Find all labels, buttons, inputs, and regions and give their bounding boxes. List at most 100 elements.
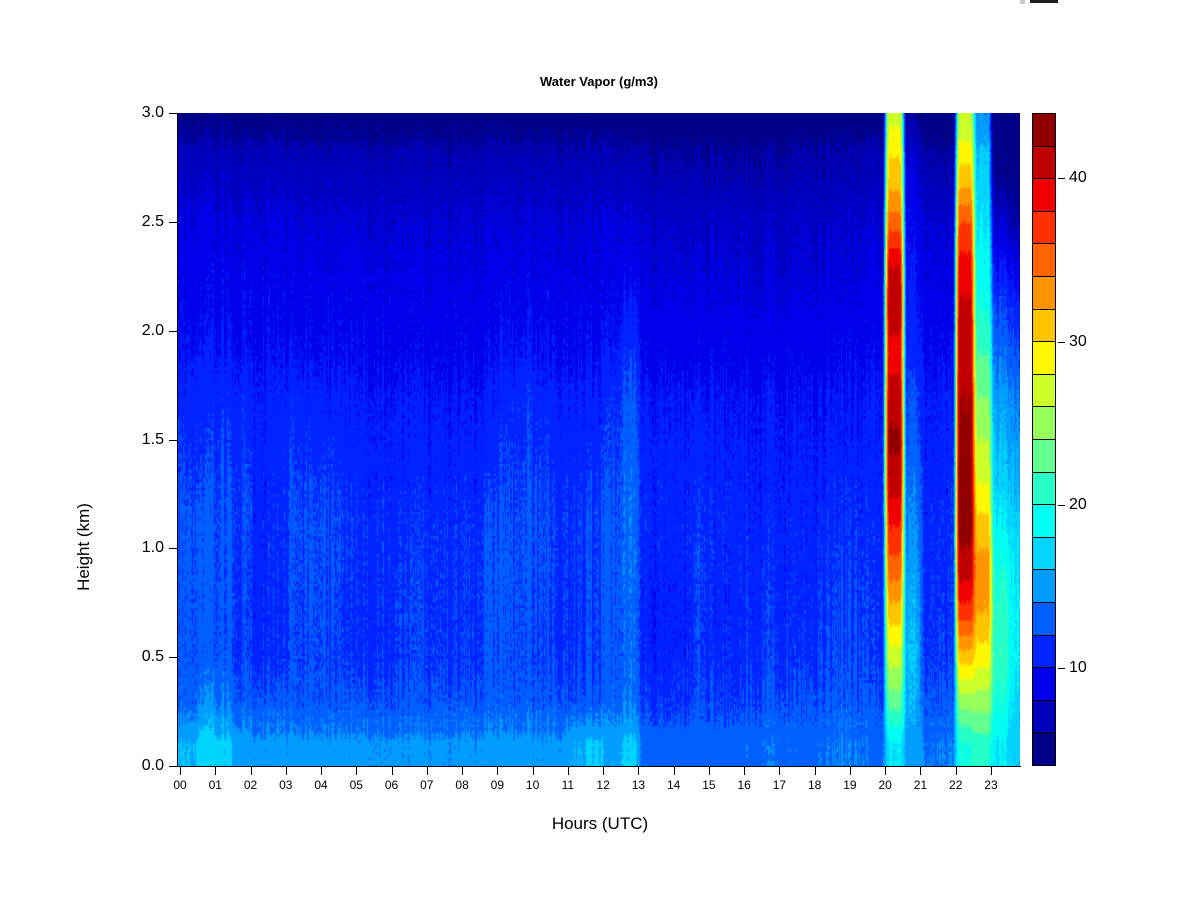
colorbar-tick-label: 40 xyxy=(1069,169,1087,187)
x-tick-label: 07 xyxy=(420,778,434,792)
x-tick-label: 20 xyxy=(878,778,892,792)
x-tick-label: 14 xyxy=(666,778,681,792)
colorbar-segment xyxy=(1033,308,1055,342)
x-tick-label: 13 xyxy=(631,778,646,792)
x-tick xyxy=(708,767,710,775)
x-tick xyxy=(180,767,181,775)
x-tick xyxy=(356,767,358,775)
x-tick xyxy=(744,767,746,775)
colorbar-tick-label: 30 xyxy=(1069,332,1087,350)
y-tick-label: 1.0 xyxy=(141,539,164,557)
colorbar-tick-label: 10 xyxy=(1069,659,1087,677)
y-tick xyxy=(169,439,177,441)
x-tick-label: 21 xyxy=(913,778,928,792)
colorbar-tick xyxy=(1058,341,1065,343)
x-tick-label: 06 xyxy=(384,778,399,792)
colorbar-tick-label: 20 xyxy=(1069,495,1087,513)
x-tick xyxy=(391,767,393,775)
colorbar-segment xyxy=(1033,667,1055,700)
x-tick xyxy=(497,767,499,775)
colorbar-segment xyxy=(1033,341,1055,374)
x-tick xyxy=(250,767,252,775)
y-tick xyxy=(169,657,177,659)
colorbar-segment xyxy=(1033,471,1055,505)
x-tick-label: 04 xyxy=(314,778,328,792)
colorbar-segment xyxy=(1033,243,1055,276)
x-axis-title: Hours (UTC) xyxy=(551,814,649,833)
x-tick xyxy=(849,767,851,775)
y-tick xyxy=(169,221,177,223)
y-tick-label: 0.5 xyxy=(141,648,164,666)
colorbar-tick xyxy=(1058,668,1065,670)
x-tick xyxy=(955,767,957,775)
colorbar-segment xyxy=(1033,601,1055,635)
x-tick-label: 15 xyxy=(702,778,716,792)
x-tick-label: 03 xyxy=(279,778,293,792)
x-tick-label: 19 xyxy=(843,778,857,792)
x-tick xyxy=(814,767,816,775)
colorbar-segment xyxy=(1033,732,1055,765)
window-edge-speckle xyxy=(1020,0,1025,4)
chart-title: Water Vapor (g/m3) xyxy=(540,74,658,89)
x-tick xyxy=(567,767,569,775)
x-tick xyxy=(462,767,464,775)
x-tick-label: 00 xyxy=(173,778,187,792)
x-tick-label: 09 xyxy=(490,778,505,792)
colorbar-tick xyxy=(1058,178,1065,180)
y-tick-label: 2.5 xyxy=(141,212,164,230)
x-tick xyxy=(673,767,675,775)
x-tick xyxy=(532,767,534,775)
colorbar-segment xyxy=(1033,373,1055,407)
colorbar-segment xyxy=(1033,536,1055,570)
colorbar-segment xyxy=(1033,438,1055,472)
y-tick xyxy=(169,330,177,332)
x-tick-label: 11 xyxy=(561,778,575,792)
x-tick-label: 10 xyxy=(525,778,540,792)
x-tick-label: 05 xyxy=(349,778,363,792)
x-tick-label: 01 xyxy=(208,778,222,792)
x-tick xyxy=(638,767,640,775)
x-tick-label: 08 xyxy=(455,778,469,792)
window-edge-artifact xyxy=(1030,0,1058,3)
y-tick xyxy=(169,548,177,550)
x-tick xyxy=(990,767,992,775)
x-tick-label: 12 xyxy=(596,778,610,792)
y-tick-label: 2.0 xyxy=(141,321,164,339)
x-tick xyxy=(215,767,217,775)
colorbar-segment xyxy=(1033,504,1055,537)
y-tick xyxy=(169,766,177,767)
x-axis-line xyxy=(177,766,1021,767)
x-tick-label: 17 xyxy=(772,778,787,792)
x-tick-label: 16 xyxy=(737,778,751,792)
colorbar xyxy=(1032,113,1056,766)
x-tick xyxy=(603,767,605,775)
colorbar-tick xyxy=(1058,504,1065,506)
y-axis-line xyxy=(177,113,178,766)
colorbar-segment xyxy=(1033,178,1055,211)
y-tick xyxy=(169,113,177,114)
colorbar-segment xyxy=(1033,210,1055,244)
y-tick-label: 0.0 xyxy=(141,757,164,774)
x-tick-label: 02 xyxy=(243,778,258,792)
x-tick xyxy=(426,767,428,775)
heatmap-canvas xyxy=(178,113,1020,766)
colorbar-segment xyxy=(1033,114,1055,146)
x-tick xyxy=(779,767,781,775)
colorbar-segment xyxy=(1033,699,1055,733)
colorbar-segment xyxy=(1033,275,1055,309)
x-tick-label: 22 xyxy=(949,778,963,792)
y-tick-label: 3.0 xyxy=(141,104,164,121)
x-tick xyxy=(285,767,287,775)
y-tick-label: 1.5 xyxy=(141,430,164,448)
x-tick xyxy=(885,767,887,775)
x-tick xyxy=(920,767,922,775)
colorbar-segment xyxy=(1033,406,1055,439)
colorbar-segment xyxy=(1033,145,1055,179)
y-axis-title: Height (km) xyxy=(74,503,93,591)
x-tick xyxy=(321,767,323,775)
colorbar-segment xyxy=(1033,634,1055,668)
x-tick-label: 18 xyxy=(807,778,822,792)
colorbar-segment xyxy=(1033,569,1055,602)
x-tick-label: 23 xyxy=(984,778,998,792)
